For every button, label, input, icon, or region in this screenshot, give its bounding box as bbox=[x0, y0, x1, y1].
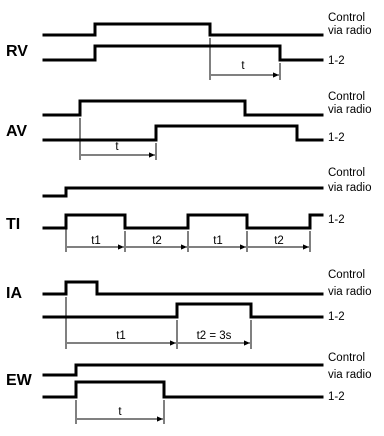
mode-ew: EW Control via radio 1-2 t bbox=[6, 352, 371, 424]
interval-label-t: t bbox=[118, 406, 122, 418]
interval-label-t2: t2 bbox=[152, 235, 162, 247]
output-signal bbox=[42, 44, 324, 62]
output-label: 1-2 bbox=[328, 132, 345, 144]
mode-label-av: AV bbox=[6, 123, 27, 140]
mode-ti: TI Control via radio 1-2 t1 t2 t1 t2 bbox=[6, 167, 371, 252]
control-label-line2: via radio bbox=[328, 182, 371, 194]
control-signal bbox=[42, 280, 324, 296]
interval-label-t: t bbox=[115, 141, 119, 153]
control-signal bbox=[42, 186, 324, 198]
control-label-line2: via radio bbox=[328, 104, 371, 116]
mode-label-rv: RV bbox=[6, 43, 28, 60]
output-label: 1-2 bbox=[328, 391, 345, 403]
mode-ia: IA Control via radio 1-2 t1 t2 = 3s bbox=[6, 269, 371, 349]
interval-label-t: t bbox=[241, 60, 245, 72]
output-signal bbox=[42, 213, 324, 230]
output-label: 1-2 bbox=[328, 214, 345, 226]
interval-label-t1: t1 bbox=[213, 235, 223, 247]
interval-label-t2: t2 = 3s bbox=[197, 330, 232, 342]
output-signal bbox=[42, 380, 324, 399]
mode-label-ia: IA bbox=[6, 285, 22, 302]
mode-label-ew: EW bbox=[6, 372, 33, 389]
control-label-line1: Control bbox=[328, 167, 365, 179]
control-label-line1: Control bbox=[328, 269, 365, 281]
interval-label-t2: t2 bbox=[274, 235, 284, 247]
control-signal bbox=[42, 22, 324, 37]
interval-label-t1: t1 bbox=[91, 235, 101, 247]
output-label: 1-2 bbox=[328, 55, 345, 67]
mode-av: AV Control via radio 1-2 t bbox=[6, 91, 371, 160]
interval-label-t1: t1 bbox=[116, 330, 126, 342]
control-label-line2: via radio bbox=[328, 369, 371, 381]
output-label: 1-2 bbox=[328, 311, 345, 323]
control-label-line2: via radio bbox=[328, 286, 371, 298]
mode-rv: RV Control via radio 1-2 t bbox=[6, 12, 371, 80]
mode-label-ti: TI bbox=[6, 216, 20, 233]
output-signal bbox=[42, 124, 324, 142]
control-signal bbox=[42, 99, 324, 117]
output-signal bbox=[42, 302, 324, 319]
control-label-line2: via radio bbox=[328, 25, 371, 37]
control-label-line1: Control bbox=[328, 12, 365, 24]
control-label-line1: Control bbox=[328, 91, 365, 103]
control-signal bbox=[42, 363, 324, 377]
control-label-line1: Control bbox=[328, 352, 365, 364]
